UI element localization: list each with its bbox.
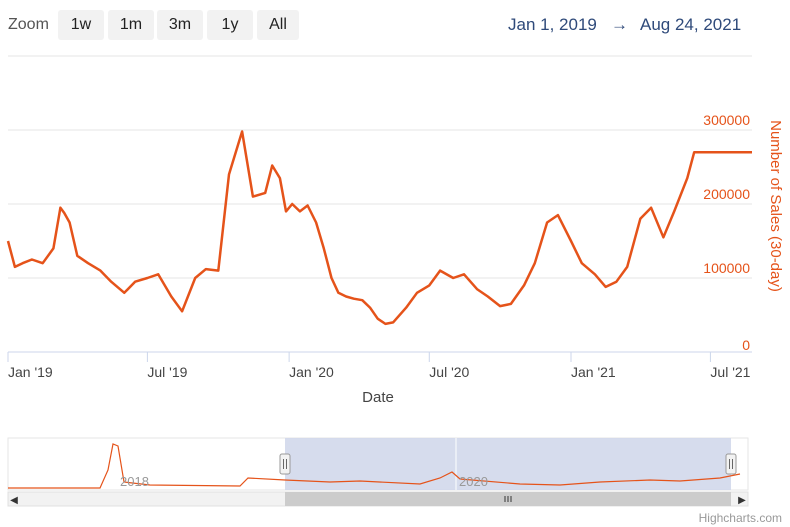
zoom-1y-button[interactable]: 1y — [207, 10, 253, 40]
y-gridlines — [8, 55, 752, 279]
range-arrow: → — [611, 15, 628, 34]
navigator-year-label: 2018 — [120, 474, 149, 489]
zoom-1m-button[interactable]: 1m — [108, 10, 154, 40]
navigator-year-label: 2020 — [459, 474, 488, 489]
range-from-input[interactable]: Jan 1, 2019 — [508, 15, 597, 34]
x-tick-label: Jan '19 — [8, 364, 53, 380]
series-line — [6, 130, 752, 326]
y-axis: 0 100000 200000 300000 — [703, 112, 750, 353]
y-tick-label: 0 — [742, 337, 750, 353]
y-tick-label: 100000 — [703, 260, 750, 276]
range-selector: Zoom 1w 1m 3m 1y All Jan 1, 2019 → Aug 2… — [0, 0, 790, 50]
scroll-left-arrow-icon[interactable]: ◀ — [10, 495, 18, 506]
navigator-handle[interactable] — [725, 453, 737, 475]
y-axis-title: Number of Sales (30-day) — [767, 120, 784, 292]
x-tick-label: Jan '21 — [571, 364, 616, 380]
y-tick-label: 300000 — [703, 112, 750, 128]
navigator-series — [8, 443, 741, 489]
range-to-input[interactable]: Aug 24, 2021 — [640, 15, 742, 34]
scroll-right-arrow-icon[interactable]: ▶ — [738, 495, 746, 506]
x-tick-label: Jul '19 — [147, 364, 187, 380]
credits-link[interactable]: Highcharts.com — [698, 511, 782, 525]
navigator-selected-range[interactable] — [285, 438, 731, 490]
zoom-1w-button[interactable]: 1w — [58, 10, 104, 40]
series-group — [6, 130, 752, 326]
x-tick-label: Jan '20 — [289, 364, 334, 380]
y-tick-label: 200000 — [703, 186, 750, 202]
zoom-3m-button[interactable]: 3m — [157, 10, 203, 40]
navigator[interactable]: 2018 2020◀ ▶ — [7, 437, 749, 507]
navigator-handle[interactable] — [279, 453, 291, 475]
x-tick-label: Jul '21 — [710, 364, 750, 380]
x-axis-title: Date — [362, 389, 394, 406]
navigator-scrollbar[interactable]: ◀ ▶ — [7, 491, 749, 507]
zoom-label: Zoom — [8, 16, 49, 33]
x-axis: Jan '19 Jul '19 Jan '20 Jul '20 Jan '21 Jul '… — [7, 351, 752, 380]
x-tick-label: Jul '20 — [429, 364, 469, 380]
zoom-all-button[interactable]: All — [257, 10, 299, 40]
